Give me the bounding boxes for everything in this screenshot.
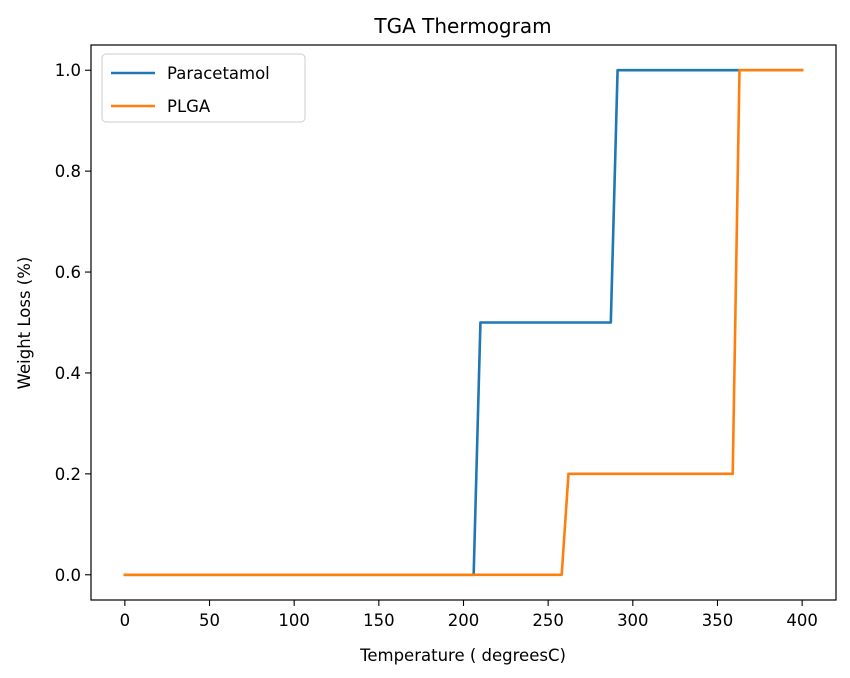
y-tick-label: 0.6 [55,263,81,282]
legend-label: Paracetamol [167,64,270,83]
series-line-plga [123,68,804,577]
x-tick-label: 400 [786,611,818,630]
legend-label: PLGA [167,97,211,116]
y-tick-label: 0.8 [55,162,81,181]
y-tick-label: 1.0 [55,61,81,80]
y-axis-label: Weight Loss (%) [15,257,34,390]
x-tick-label: 300 [617,611,649,630]
y-tick-label: 0.4 [55,364,81,383]
x-tick-label: 0 [120,611,131,630]
x-tick-label: 100 [278,611,310,630]
x-tick-label: 150 [363,611,395,630]
x-axis-label: Temperature ( degreesC) [359,646,566,665]
x-tick-label: 250 [532,611,564,630]
plot-area: 0 50 100 150 200 250 300 350 400 0.0 0.2 0.4 0.6 0.8 1… [55,44,837,630]
x-tick-label: 50 [199,611,220,630]
x-tick-label: 350 [702,611,734,630]
chart-title: TGA Thermogram [373,14,551,38]
x-tick-label: 200 [448,611,480,630]
y-tick-label: 0.2 [55,465,81,484]
y-tick-label: 0.0 [55,566,81,585]
